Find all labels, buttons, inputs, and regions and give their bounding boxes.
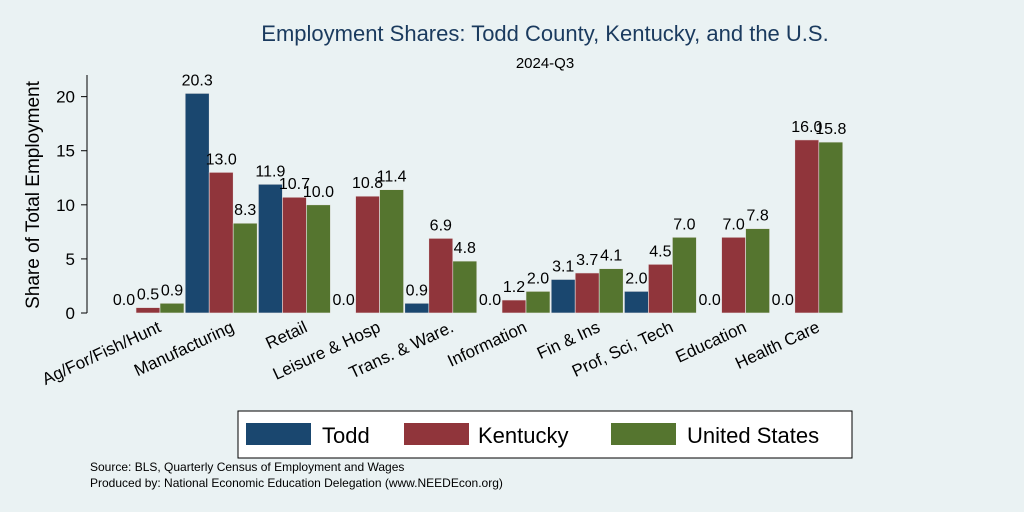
- data-label: 13.0: [206, 151, 237, 168]
- data-label: 10.7: [279, 176, 310, 193]
- bar-kentucky: [428, 238, 454, 314]
- bar-kentucky: [135, 307, 161, 314]
- bar-todd: [624, 291, 649, 314]
- data-label: 4.5: [649, 243, 671, 260]
- data-label: 0.9: [406, 282, 428, 299]
- x-category-label: Retail: [263, 317, 310, 353]
- data-label: 16.0: [791, 119, 822, 136]
- bar-todd: [258, 183, 283, 314]
- data-label: 0.0: [332, 292, 354, 309]
- bar-united-states: [525, 291, 551, 314]
- data-label: 11.9: [255, 163, 285, 180]
- data-label: 0.9: [161, 282, 183, 299]
- legend-swatch-todd: [246, 423, 311, 445]
- y-tick-label: 10: [56, 196, 75, 215]
- bar-kentucky: [648, 264, 673, 314]
- legend-label: Kentucky: [478, 423, 569, 448]
- data-label: 0.0: [772, 292, 794, 309]
- bar-united-states: [598, 268, 624, 314]
- data-label: 0.0: [698, 292, 720, 309]
- bar-united-states: [672, 236, 697, 314]
- data-label: 3.1: [552, 258, 574, 275]
- bar-united-states: [452, 260, 478, 314]
- legend-label: Todd: [322, 423, 370, 448]
- bar-kentucky: [501, 299, 527, 314]
- source-note: Source: BLS, Quarterly Census of Employm…: [90, 460, 404, 474]
- bar-kentucky: [355, 195, 380, 314]
- data-label: 4.1: [600, 248, 622, 265]
- data-label: 2.0: [625, 270, 647, 287]
- bar-kentucky: [721, 236, 746, 314]
- x-category-label: Ag/For/Fish/Hunt: [39, 317, 164, 389]
- bar-kentucky: [794, 139, 820, 314]
- bar-kentucky: [574, 272, 600, 314]
- bar-todd: [404, 302, 430, 314]
- bar-united-states: [306, 204, 331, 314]
- legend-swatch-kentucky: [404, 423, 469, 445]
- data-label: 0.0: [113, 292, 135, 309]
- data-label: 0.5: [137, 287, 159, 304]
- data-label: 7.8: [746, 208, 768, 225]
- y-tick-label: 0: [66, 304, 75, 323]
- x-category-label: Information: [445, 317, 530, 370]
- legend-box: [237, 410, 853, 459]
- data-label: 3.7: [576, 252, 598, 269]
- y-tick-label: 15: [56, 142, 75, 161]
- bar-kentucky: [282, 196, 307, 314]
- data-label: 7.0: [722, 216, 744, 233]
- bar-united-states: [745, 228, 770, 314]
- bar-kentucky: [208, 172, 234, 314]
- bar-united-states: [818, 141, 844, 314]
- data-label: 10.8: [352, 175, 383, 192]
- y-tick-label: 5: [66, 250, 75, 269]
- data-label: 0.0: [479, 292, 501, 309]
- legend: Todd Kentucky United States: [237, 410, 853, 459]
- produced-by-note: Produced by: National Economic Education…: [90, 476, 503, 490]
- data-label: 10.0: [303, 184, 334, 201]
- data-label: 2.0: [527, 270, 549, 287]
- data-label: 1.2: [503, 279, 525, 296]
- data-label: 15.8: [815, 121, 846, 138]
- legend-swatch-united-states: [611, 423, 676, 445]
- bar-united-states: [379, 189, 404, 314]
- bar-todd: [550, 279, 576, 314]
- bar-united-states: [159, 302, 185, 314]
- y-axis-label: Share of Total Employment: [23, 80, 44, 308]
- data-label: 4.8: [454, 240, 476, 257]
- data-label: 8.3: [234, 202, 256, 219]
- legend-label: United States: [687, 423, 819, 448]
- data-label: 11.4: [377, 169, 407, 186]
- data-label: 7.0: [673, 216, 695, 233]
- data-label: 6.9: [430, 217, 452, 234]
- chart-title: Employment Shares: Todd County, Kentucky…: [261, 21, 828, 46]
- y-tick-label: 20: [56, 88, 75, 107]
- x-category-label: Health Care: [732, 317, 822, 373]
- data-label: 20.3: [182, 72, 213, 89]
- bar-united-states: [232, 222, 258, 314]
- chart-subtitle: 2024-Q3: [516, 55, 574, 72]
- bar-todd: [184, 93, 210, 314]
